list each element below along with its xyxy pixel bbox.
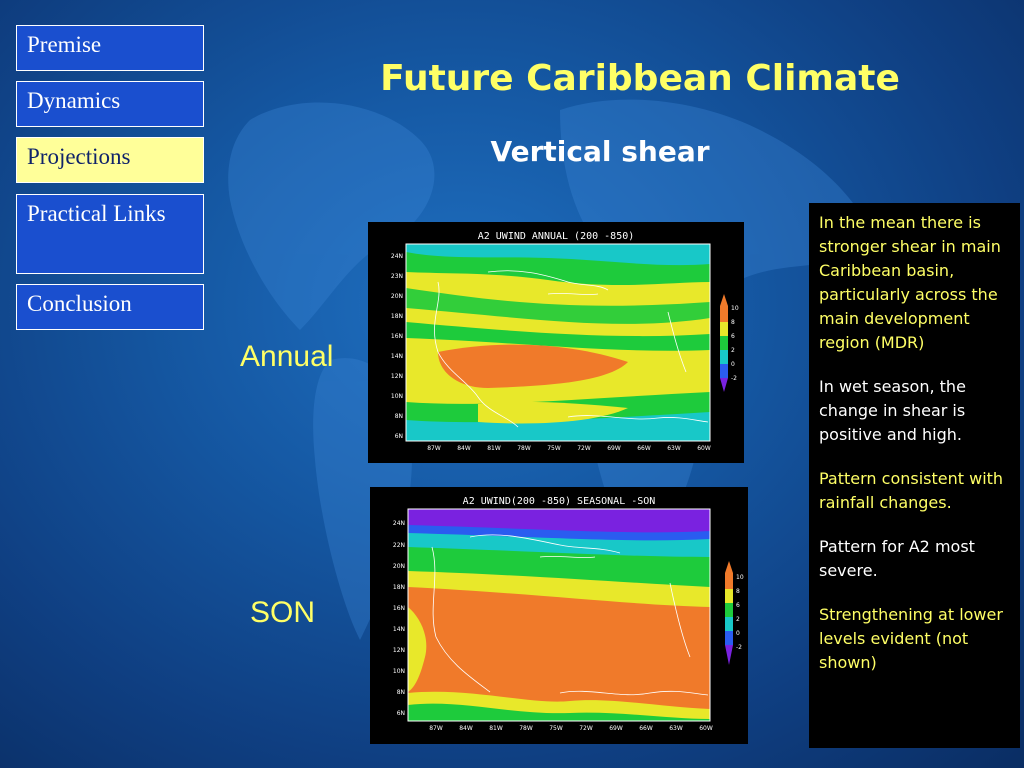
son-colorbar-tick: 10 [736,574,744,581]
son-label: SON [250,596,316,629]
son-colorbar-tick: 0 [736,630,740,637]
note-wet-season: In wet season, the change in shear is po… [819,377,966,444]
son-colorbar-tick: 2 [736,616,740,623]
slide-title: Future Caribbean Climate [380,58,900,99]
son-lon-tick: 75W [549,725,563,732]
son-lon-tick: 78W [519,725,533,732]
annual-lat-tick: 23N [391,273,403,280]
nav-dynamics-button[interactable]: Dynamics [16,81,204,127]
son-lat-tick: 6N [397,710,405,717]
annual-lat-tick: 20N [391,293,403,300]
son-lat-tick: 24N [393,520,405,527]
nav-conclusion-button[interactable]: Conclusion [16,284,204,330]
son-lon-tick: 69W [609,725,623,732]
annual-lon-tick: 69W [607,445,621,452]
note-mean-shear: In the mean there is stronger shear in m… [819,213,1001,352]
annual-label: Annual [240,340,334,373]
nav-projections-button[interactable]: Projections [16,137,204,183]
annual-lon-tick: 87W [427,445,441,452]
annual-lon-tick: 75W [547,445,561,452]
annual-lat-tick: 10N [391,393,403,400]
annual-lon-tick: 66W [637,445,651,452]
son-lat-tick: 22N [393,542,405,549]
nav-practical-links-button[interactable]: Practical Links [16,194,204,274]
son-lon-tick: 81W [489,725,503,732]
son-lon-tick: 66W [639,725,653,732]
annual-colorbar-tick: -2 [731,375,737,382]
annual-lat-tick: 18N [391,313,403,320]
annual-colorbar-tick: 8 [731,319,735,326]
slide-subtitle: Vertical shear [490,135,710,168]
annual-lon-tick: 78W [517,445,531,452]
annual-map-title: A2 UWIND ANNUAL (200 -850) [478,231,635,242]
son-colorbar-tick: 8 [736,588,740,595]
nav-premise-button[interactable]: Premise [16,25,204,71]
son-lat-tick: 18N [393,584,405,591]
son-lon-tick: 84W [459,725,473,732]
annual-lat-tick: 16N [391,333,403,340]
son-shear-map: A2 UWIND(200 -850) SEASONAL -SON 24N 22N [370,487,748,744]
annual-lat-tick: 6N [395,433,403,440]
son-lon-tick: 87W [429,725,443,732]
notes-panel: In the mean there is stronger shear in m… [809,203,1020,748]
son-lat-tick: 20N [393,563,405,570]
annual-lon-tick: 63W [667,445,681,452]
son-colorbar-tick: -2 [736,644,742,651]
annual-lon-tick: 72W [577,445,591,452]
annual-colorbar-tick: 0 [731,361,735,368]
annual-colorbar-tick: 6 [731,333,735,340]
son-lat-tick: 16N [393,605,405,612]
son-lat-tick: 8N [397,689,405,696]
annual-lat-tick: 24N [391,253,403,260]
son-colorbar-tick: 6 [736,602,740,609]
annual-shear-map: A2 UWIND ANNUAL (200 -850) 24N 23N [368,222,744,463]
annual-colorbar-tick: 2 [731,347,735,354]
annual-lon-tick: 60W [697,445,711,452]
annual-colorbar-tick: 10 [731,305,739,312]
son-lon-tick: 72W [579,725,593,732]
note-rainfall-pattern: Pattern consistent with rainfall changes… [819,469,1004,512]
annual-colorbar: 10 8 6 2 0 -2 [720,294,739,392]
son-lon-tick: 60W [699,725,713,732]
annual-lat-tick: 14N [391,353,403,360]
son-colorbar: 10 8 6 2 0 -2 [725,561,744,665]
son-map-title: A2 UWIND(200 -850) SEASONAL -SON [463,496,656,507]
son-lat-tick: 10N [393,668,405,675]
son-lat-tick: 12N [393,647,405,654]
annual-lat-tick: 8N [395,413,403,420]
note-a2-severe: Pattern for A2 most severe. [819,537,975,580]
annual-lon-tick: 84W [457,445,471,452]
annual-lat-tick: 12N [391,373,403,380]
note-lower-levels: Strengthening at lower levels evident (n… [819,605,1003,672]
annual-lon-tick: 81W [487,445,501,452]
son-lat-tick: 14N [393,626,405,633]
son-lon-tick: 63W [669,725,683,732]
